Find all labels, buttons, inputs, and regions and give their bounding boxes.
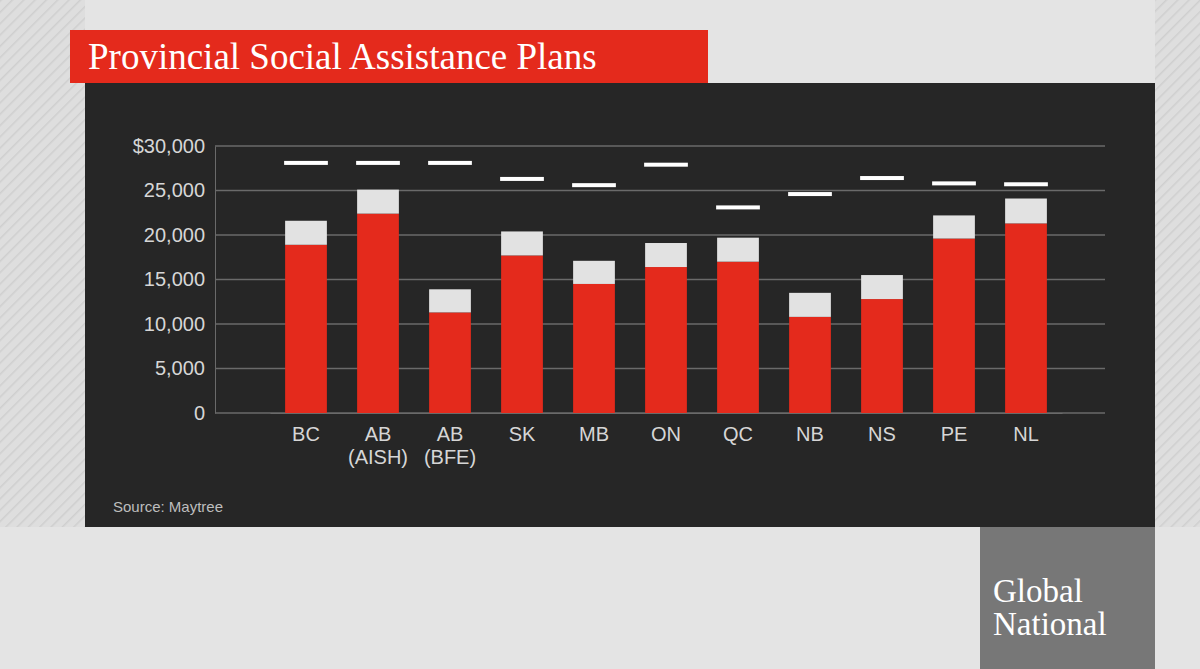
bar [357,190,399,214]
y-tick: 10,000 [144,313,215,335]
bar [1005,223,1047,413]
marks [284,161,1048,413]
bar [1005,199,1047,224]
x-tick: PE [941,413,968,445]
x-tick: SK [509,413,536,445]
bar [573,261,615,284]
bar [429,289,471,312]
dash-marker [428,161,472,165]
y-axis-line [215,147,216,414]
bar [789,293,831,317]
y-tick-label: 10,000 [144,313,205,335]
y-tick-label: 0 [194,402,205,424]
dash-marker [716,205,760,209]
y-tick: 15,000 [144,268,215,290]
dash-marker [788,192,832,196]
y-tick-label: 20,000 [144,224,205,246]
x-tick-label: MB [579,423,609,445]
dash-marker [932,181,976,185]
plot-panel [85,83,1155,527]
logo-text: GlobalNational [993,573,1107,642]
dash-marker [284,161,328,165]
title-box [70,30,708,83]
y-axis: 0 5,000 10,000 15,000 20,000 25,000 $30,000 [133,135,216,424]
bar [933,239,975,413]
x-tick: MB [579,413,609,445]
bar [861,275,903,299]
chart: Provincial Social Assistance Plans 0 5,000… [0,0,1200,669]
series [284,161,1048,210]
dash-marker [572,183,616,187]
y-tick: 20,000 [144,224,215,246]
x-tick: NL [1013,413,1039,445]
x-tick-label: AB(AISH) [348,423,408,468]
series [285,190,1047,317]
bar [573,284,615,413]
dash-marker [1004,182,1048,186]
x-tick: QC [723,413,753,445]
x-tick-label: NS [868,423,896,445]
bar [285,245,327,413]
x-tick-label: NL [1013,423,1039,445]
x-axis-line [271,413,1063,414]
x-axis: BC AB(AISH) AB(BFE) SK MB ON QC NB NS PE NL [271,413,1063,468]
y-tick-label: 15,000 [144,268,205,290]
x-tick-label: NB [796,423,824,445]
x-tick-label: SK [509,423,536,445]
y-tick: 0 [194,402,215,424]
y-tick: 5,000 [155,357,215,379]
x-tick-label: ON [651,423,681,445]
x-tick: NS [868,413,896,445]
bar [717,262,759,413]
x-tick: ON [651,413,681,445]
x-tick-label: BC [292,423,320,445]
bar [357,214,399,413]
bar [861,299,903,413]
dash-marker [356,161,400,165]
y-tick-label: 5,000 [155,357,205,379]
bar [933,215,975,238]
y-tick-label: 25,000 [144,179,205,201]
bar [717,238,759,262]
background [0,0,1200,669]
logo-box [980,527,1155,669]
bar [429,312,471,413]
x-tick-label: QC [723,423,753,445]
x-tick-label: PE [941,423,968,445]
bar [645,243,687,267]
bar [285,221,327,245]
grid-line [215,145,1105,147]
bar [789,317,831,413]
x-tick: BC [292,413,320,445]
bar [501,255,543,413]
x-tick: AB(BFE) [424,413,476,468]
hatch-background [0,0,1200,527]
x-tick: NB [796,413,824,445]
y-tick: 25,000 [144,179,215,201]
dash-marker [500,177,544,181]
y-tick: $30,000 [133,135,215,157]
series [285,214,1047,413]
source: Source: Maytree [113,498,223,515]
bar [501,231,543,255]
dash-marker [860,176,904,180]
y-tick-label: $30,000 [133,135,205,157]
dash-marker [644,163,688,167]
grid-line [215,190,1105,192]
bar [645,267,687,413]
title: Provincial Social Assistance Plans [88,36,597,77]
x-tick: AB(AISH) [348,413,408,468]
x-tick-label: AB(BFE) [424,423,476,468]
grid [215,146,1105,413]
